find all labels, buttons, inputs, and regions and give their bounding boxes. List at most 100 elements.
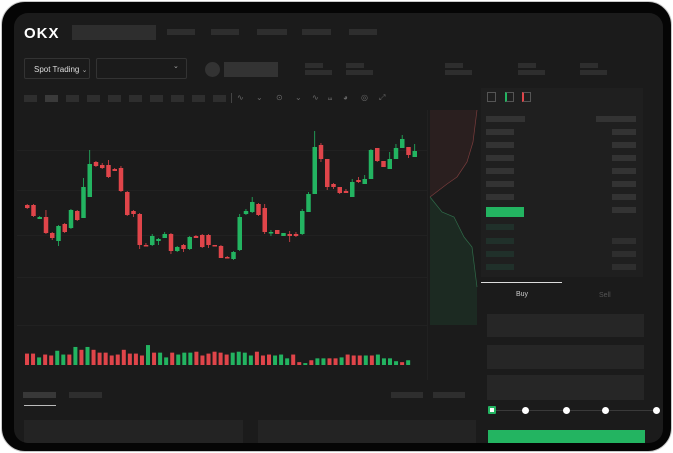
candle-body <box>381 161 386 167</box>
amount-slider[interactable] <box>491 410 657 411</box>
candle-body <box>181 245 186 249</box>
assets-panel <box>258 420 476 443</box>
candle <box>125 191 130 216</box>
orderbook-header-price <box>486 116 525 122</box>
tab-order-history[interactable] <box>69 392 102 398</box>
chevron-down-icon: ⌄ <box>81 67 88 74</box>
nav-item[interactable] <box>302 29 331 35</box>
fullscreen-icon[interactable]: ⤢ <box>379 93 386 102</box>
candle-body <box>412 151 417 157</box>
slider-stop[interactable] <box>563 407 570 414</box>
timeframe-button[interactable] <box>192 95 205 102</box>
slider-stop[interactable] <box>602 407 609 414</box>
candle <box>112 168 117 171</box>
candle <box>300 209 305 235</box>
amount-input[interactable] <box>487 345 644 369</box>
timeframe-button[interactable] <box>129 95 142 102</box>
tab-open-orders[interactable] <box>23 392 56 398</box>
buy-button[interactable] <box>488 430 645 443</box>
candle-body <box>287 234 292 236</box>
nav-item[interactable] <box>167 29 195 35</box>
candle <box>231 251 236 260</box>
volume-bar <box>85 346 90 365</box>
candle <box>325 159 330 190</box>
orderbook-header-amount <box>596 116 636 122</box>
ask-amount <box>612 181 636 187</box>
candle <box>181 244 186 252</box>
price-input[interactable] <box>487 314 644 337</box>
candle <box>212 245 217 247</box>
nav-item[interactable] <box>257 29 287 35</box>
slider-handle[interactable] <box>488 406 496 414</box>
grid-line <box>17 277 427 278</box>
volume-bar <box>236 351 241 365</box>
candle <box>337 187 342 194</box>
candle-body <box>100 165 105 168</box>
timeframe-button[interactable] <box>171 95 184 102</box>
volume-bar <box>242 352 247 365</box>
candle-wick <box>158 238 159 245</box>
grid-line <box>17 150 427 151</box>
orderbook-asks-icon[interactable] <box>522 92 531 102</box>
settings-icon[interactable]: ⊙ <box>276 93 283 102</box>
slider-stop[interactable] <box>653 407 660 414</box>
candle <box>62 223 67 233</box>
volume-bar <box>400 362 405 365</box>
filter-button[interactable] <box>391 392 423 398</box>
orderbook-both-icon[interactable] <box>487 92 496 102</box>
bid-price <box>486 224 514 230</box>
candle-body <box>343 191 349 193</box>
chart-type-icon[interactable]: ∿ <box>237 93 244 102</box>
slider-stop[interactable] <box>522 407 529 414</box>
tab-sell[interactable]: Sell <box>599 292 611 299</box>
volume-bar <box>218 352 223 365</box>
total-input[interactable] <box>487 375 644 400</box>
candle <box>362 175 367 184</box>
candle <box>137 213 142 249</box>
candle-body <box>393 148 399 159</box>
candle-body <box>31 205 36 216</box>
line-tool-icon[interactable]: ∿ <box>312 93 319 102</box>
volume-bar <box>303 363 308 365</box>
candle <box>100 163 105 169</box>
volume-bar <box>388 358 392 365</box>
stat-label <box>580 63 598 68</box>
timeframe-button[interactable] <box>45 95 58 102</box>
camera-icon[interactable]: ◕ <box>343 93 348 102</box>
candle-body <box>306 194 311 212</box>
candle <box>200 234 205 248</box>
chevron-down-icon: ⌄ <box>173 63 179 70</box>
volume-bar <box>61 354 66 365</box>
candle-body <box>131 211 136 214</box>
ask-price <box>486 142 514 148</box>
target-icon[interactable]: ◎ <box>361 93 368 102</box>
indicator-icon[interactable]: ⌄ <box>256 93 263 102</box>
pair-selector[interactable]: ⌄ <box>96 58 187 79</box>
volume-bar <box>260 355 265 365</box>
candle <box>306 192 311 212</box>
timeframe-button[interactable] <box>87 95 100 102</box>
nav-item[interactable] <box>349 29 377 35</box>
volume-bar <box>25 353 29 365</box>
tab-underline <box>24 405 56 406</box>
spot-trading-dropdown[interactable]: Spot Trading ⌄ <box>24 58 90 79</box>
candle-body <box>112 169 117 171</box>
timeframe-button[interactable] <box>150 95 163 102</box>
filter-button[interactable] <box>433 392 465 398</box>
grid-line <box>17 190 427 191</box>
tab-buy[interactable]: Buy <box>516 291 529 298</box>
nav-item[interactable] <box>211 29 239 35</box>
timeframe-button[interactable] <box>66 95 79 102</box>
candlestick-chart[interactable] <box>14 13 663 443</box>
orderbook-bids-icon[interactable] <box>505 92 514 102</box>
timeframe-button[interactable] <box>213 95 226 102</box>
timeframe-button[interactable] <box>108 95 121 102</box>
chevron-down-icon[interactable]: ⌄ <box>295 93 302 102</box>
ruler-icon[interactable]: ⧢ <box>328 93 333 102</box>
candle-body <box>62 224 67 232</box>
search-bar[interactable] <box>72 25 156 40</box>
timeframe-button[interactable] <box>24 95 37 102</box>
depth-bids-line <box>429 196 478 288</box>
volume-bar <box>200 355 205 365</box>
volume-bar <box>49 355 54 365</box>
